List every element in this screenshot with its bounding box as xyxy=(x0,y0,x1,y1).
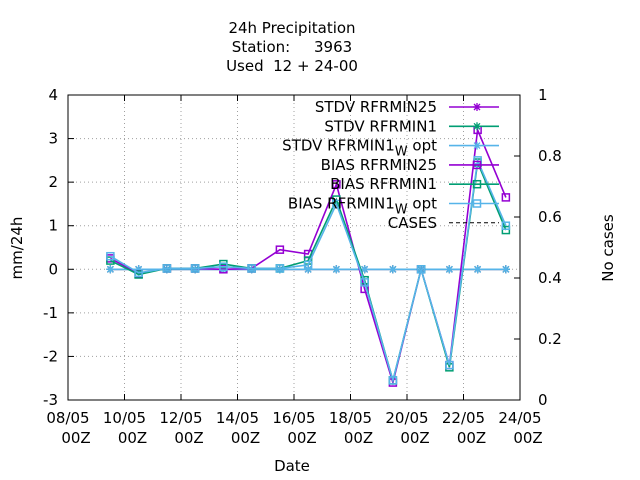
legend-entry: BIAS RFRMIN1W opt xyxy=(288,195,499,218)
y2-tick-label: 0.4 xyxy=(538,269,562,287)
data-point xyxy=(501,193,511,202)
legend-label: BIAS RFRMIN1W opt xyxy=(288,195,437,218)
x-tick-label-hour: 00Z xyxy=(61,429,90,447)
y2-axis-label: No cases xyxy=(599,214,617,282)
data-point xyxy=(473,265,482,274)
series-layer xyxy=(106,125,511,387)
chart-title-line-1: 24h Precipitation xyxy=(228,19,355,37)
legend-entry: BIAS RFRMIN25 xyxy=(321,156,499,174)
y-tick-label: 1 xyxy=(48,217,58,235)
data-point xyxy=(275,264,285,273)
legend-label: BIAS RFRMIN1 xyxy=(330,175,437,193)
data-point xyxy=(303,260,313,270)
y-tick-label: 4 xyxy=(48,86,58,104)
legend-marker xyxy=(472,179,482,189)
legend-marker xyxy=(472,199,482,208)
data-point xyxy=(360,265,369,274)
y2-tick-label: 0.2 xyxy=(538,330,562,348)
y2-tick-label: 0.6 xyxy=(538,208,562,226)
x-tick-label: 12/05 xyxy=(159,409,202,427)
x-tick-label: 24/05 xyxy=(498,409,541,427)
data-point xyxy=(332,265,341,274)
y-tick-label: -3 xyxy=(43,391,58,409)
x-axis-label: Date xyxy=(274,457,310,475)
data-point xyxy=(445,265,454,274)
x-tick-label-hour: 00Z xyxy=(513,429,542,447)
data-point xyxy=(501,225,511,235)
data-point xyxy=(501,221,511,230)
x-tick-label: 14/05 xyxy=(216,409,259,427)
data-point xyxy=(190,264,200,273)
y-tick-label: -1 xyxy=(43,304,58,322)
data-point xyxy=(247,265,256,274)
data-point xyxy=(191,265,200,274)
legend-label: BIAS RFRMIN25 xyxy=(321,156,437,174)
x-tick-label: 16/05 xyxy=(272,409,315,427)
data-point xyxy=(162,265,171,274)
data-point xyxy=(106,265,115,274)
data-point xyxy=(388,265,397,274)
x-tick-label: 08/05 xyxy=(46,409,89,427)
legend-marker xyxy=(473,122,481,131)
data-point xyxy=(388,376,398,385)
legend-marker xyxy=(472,160,482,170)
chart-title-line-3: Used 12 + 24-00 xyxy=(226,57,358,75)
x-tick-label: 10/05 xyxy=(103,409,146,427)
legend-entry: BIAS RFRMIN1 xyxy=(330,175,499,193)
data-point xyxy=(332,180,341,189)
legend-marker xyxy=(473,141,481,150)
series-line xyxy=(110,126,507,386)
x-tick-label-hour: 00Z xyxy=(457,429,486,447)
legend-label: STDV RFRMIN25 xyxy=(315,98,437,116)
x-tick-label: 18/05 xyxy=(329,409,372,427)
data-point xyxy=(275,265,284,274)
x-tick-label-hour: 00Z xyxy=(287,429,316,447)
chart-title-line-2: Station: 3963 xyxy=(232,38,352,56)
data-point xyxy=(304,265,313,274)
legend-entry: STDV RFRMIN1 xyxy=(324,117,499,135)
data-point xyxy=(501,265,510,274)
plot-frame xyxy=(67,94,521,401)
x-tick-label-hour: 00Z xyxy=(118,429,147,447)
data-point xyxy=(247,264,256,273)
data-point xyxy=(473,156,482,165)
legend-entry: STDV RFRMIN1W opt xyxy=(282,137,499,160)
x-tick-label: 22/05 xyxy=(442,409,485,427)
x-tick-label-hour: 00Z xyxy=(344,429,373,447)
axes-layer: 4 3 2 1 0 -1 -2 -3 1 0.8 0.6 0.4 0.2 0 08/05 00Z 10/05 00… xyxy=(43,86,562,447)
data-point xyxy=(360,278,369,287)
data-point xyxy=(332,199,341,209)
data-point xyxy=(219,262,228,271)
y-tick-label: -2 xyxy=(43,347,58,365)
y-tick-label: 3 xyxy=(48,130,58,148)
y-tick-label: 0 xyxy=(48,260,58,278)
series-5 xyxy=(106,156,511,385)
legend-marker xyxy=(473,103,481,111)
series-line xyxy=(109,157,507,384)
legend-label: STDV RFRMIN1W opt xyxy=(282,137,437,160)
x-tick-label-hour: 00Z xyxy=(174,429,203,447)
legend-label: CASES xyxy=(388,214,437,232)
y-axis-label: mm/24h xyxy=(8,217,26,280)
legend-entry: STDV RFRMIN25 xyxy=(315,98,499,116)
data-point xyxy=(106,251,115,261)
x-tick-label-hour: 00Z xyxy=(400,429,429,447)
y-tick-label: 2 xyxy=(48,173,58,191)
x-tick-label: 20/05 xyxy=(385,409,428,427)
y2-tick-label: 0 xyxy=(538,391,548,409)
x-tick-label-hour: 00Z xyxy=(231,429,260,447)
data-point xyxy=(134,268,143,278)
data-point xyxy=(445,360,454,370)
y2-tick-label: 0.8 xyxy=(538,147,562,165)
data-point xyxy=(275,245,285,254)
data-point xyxy=(416,265,426,274)
legend-entry: CASES xyxy=(388,214,499,232)
legend-label: STDV RFRMIN1 xyxy=(324,117,437,135)
data-point xyxy=(162,264,172,273)
y2-tick-label: 1 xyxy=(538,86,548,104)
